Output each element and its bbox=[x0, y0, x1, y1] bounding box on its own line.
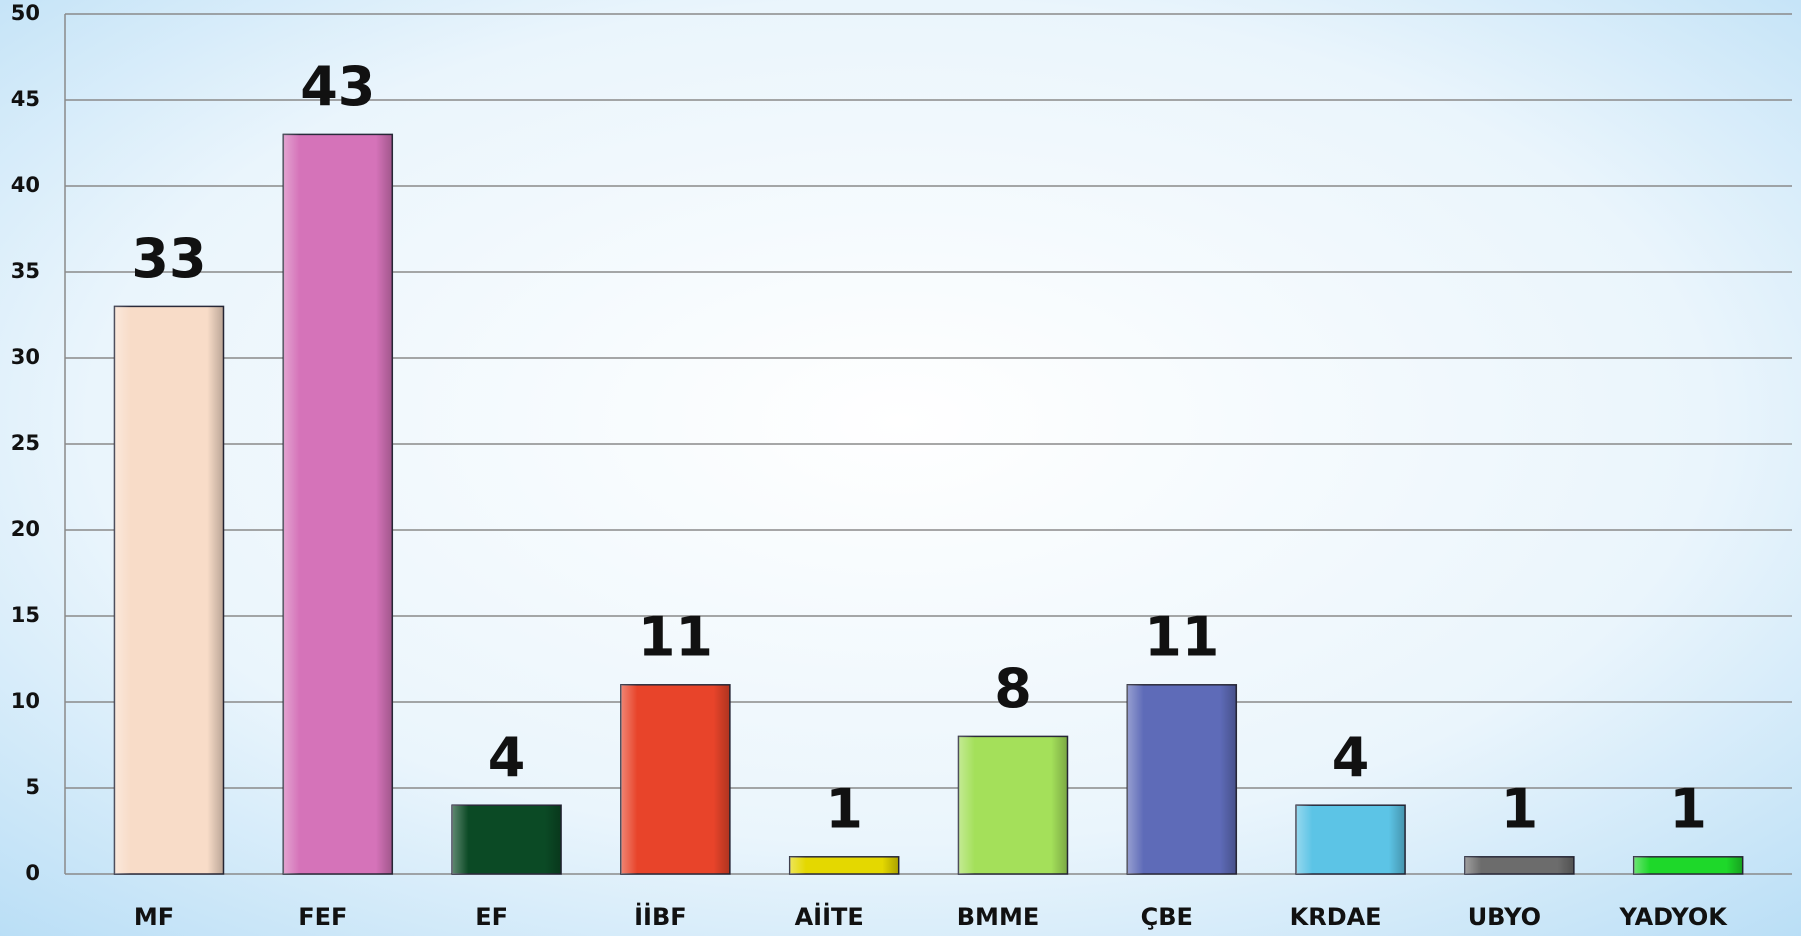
y-tick-label: 35 bbox=[11, 259, 40, 283]
value-label: 43 bbox=[300, 55, 375, 118]
y-tick-label: 45 bbox=[11, 87, 40, 111]
bar-sheen bbox=[789, 856, 899, 874]
bar-sheen bbox=[958, 736, 1068, 874]
x-tick-label: MF bbox=[134, 903, 174, 931]
value-label: 4 bbox=[488, 726, 526, 789]
x-tick-label: İİBF bbox=[634, 902, 687, 931]
y-tick-label: 30 bbox=[11, 345, 40, 369]
bar-sheen bbox=[283, 134, 393, 874]
y-tick-label: 20 bbox=[11, 517, 40, 541]
y-tick-label: 50 bbox=[11, 1, 40, 25]
x-tick-label: AİİTE bbox=[795, 902, 864, 931]
y-tick-label: 15 bbox=[11, 603, 40, 627]
bar-sheen bbox=[114, 306, 224, 874]
value-label: 1 bbox=[1669, 777, 1707, 840]
value-label: 11 bbox=[1144, 605, 1219, 668]
value-label: 1 bbox=[825, 777, 863, 840]
x-tick-label: EF bbox=[475, 903, 508, 931]
x-tick-label: YADYOK bbox=[1619, 903, 1729, 931]
x-tick-label: BMME bbox=[957, 903, 1039, 931]
value-label: 4 bbox=[1332, 726, 1370, 789]
bar-sheen bbox=[1296, 805, 1406, 874]
y-tick-label: 5 bbox=[25, 775, 40, 799]
bar-sheen bbox=[1633, 856, 1743, 874]
bar-sheen bbox=[452, 805, 562, 874]
value-label: 8 bbox=[994, 657, 1032, 720]
value-label: 33 bbox=[131, 227, 206, 290]
y-tick-label: 0 bbox=[25, 861, 40, 885]
y-tick-label: 40 bbox=[11, 173, 40, 197]
value-label: 11 bbox=[638, 605, 713, 668]
value-label: 1 bbox=[1501, 777, 1539, 840]
bar-sheen bbox=[1464, 856, 1574, 874]
plot: 05101520253035404550MF33FEF43EF4İİBF11Aİ… bbox=[11, 1, 1792, 931]
bar-sheen bbox=[1127, 684, 1237, 874]
x-tick-label: ÇBE bbox=[1141, 903, 1193, 931]
y-tick-label: 10 bbox=[11, 689, 40, 713]
y-tick-label: 25 bbox=[11, 431, 40, 455]
x-tick-label: KRDAE bbox=[1290, 903, 1382, 931]
x-tick-label: FEF bbox=[298, 903, 347, 931]
x-tick-label: UBYO bbox=[1468, 903, 1541, 931]
bar-sheen bbox=[620, 684, 730, 874]
